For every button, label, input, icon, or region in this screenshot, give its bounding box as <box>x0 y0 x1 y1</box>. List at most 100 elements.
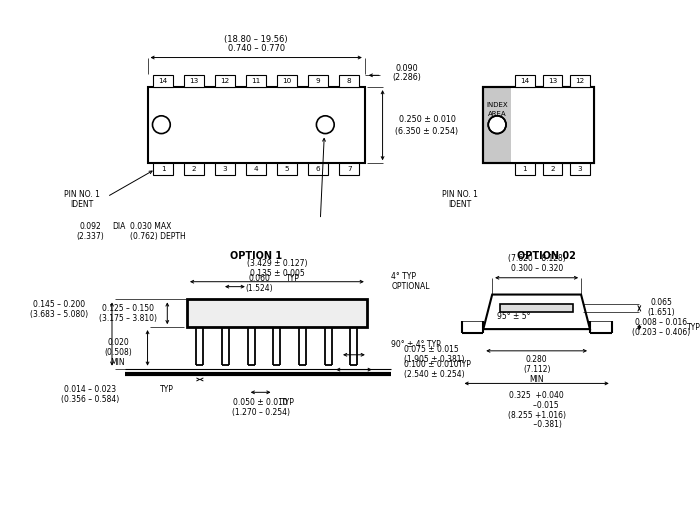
Text: 0.060: 0.060 <box>248 274 271 283</box>
Text: 2: 2 <box>550 166 554 172</box>
Text: (2.337): (2.337) <box>76 232 104 241</box>
Text: 4: 4 <box>254 166 258 172</box>
Bar <box>542 163 562 175</box>
Text: 0.125 – 0.150: 0.125 – 0.150 <box>102 304 154 313</box>
Text: TYP: TYP <box>286 274 300 283</box>
Text: 7: 7 <box>347 166 351 172</box>
Text: 0.135 ± 0.005: 0.135 ± 0.005 <box>249 269 304 278</box>
Text: TYP: TYP <box>687 323 700 331</box>
Text: 8: 8 <box>347 78 351 84</box>
Bar <box>309 163 328 175</box>
Text: PIN NO. 1: PIN NO. 1 <box>64 190 100 200</box>
Text: MIN: MIN <box>111 358 125 367</box>
Bar <box>148 87 365 163</box>
Bar <box>246 75 266 87</box>
Bar <box>277 163 297 175</box>
Text: (7.112): (7.112) <box>523 365 550 374</box>
Text: 95° ± 5°: 95° ± 5° <box>497 312 531 321</box>
Text: AREA: AREA <box>488 111 506 117</box>
Text: 12: 12 <box>220 78 230 84</box>
Text: 13: 13 <box>190 78 199 84</box>
Text: 5: 5 <box>285 166 290 172</box>
Text: 11: 11 <box>251 78 261 84</box>
Bar <box>500 305 573 312</box>
Text: (0.203 – 0.406): (0.203 – 0.406) <box>632 328 690 337</box>
Text: 0.250 ± 0.010: 0.250 ± 0.010 <box>398 115 456 124</box>
Text: 0.740 – 0.770: 0.740 – 0.770 <box>228 44 285 53</box>
Bar <box>216 163 235 175</box>
Text: (2.286): (2.286) <box>393 73 421 82</box>
Bar <box>216 75 235 87</box>
Text: (8.255 +1.016): (8.255 +1.016) <box>508 410 566 419</box>
Text: (1.651): (1.651) <box>648 308 675 317</box>
Text: OPTIONAL: OPTIONAL <box>391 282 430 291</box>
Text: TYP: TYP <box>458 360 472 369</box>
Text: 9: 9 <box>316 78 321 84</box>
Text: 0.100 ± 0.010: 0.100 ± 0.010 <box>405 360 459 369</box>
Bar <box>515 163 535 175</box>
Text: (1.524): (1.524) <box>246 284 274 293</box>
Text: 0.050 ± 0.010: 0.050 ± 0.010 <box>233 398 288 407</box>
Text: 12: 12 <box>575 78 584 84</box>
Text: –0.381): –0.381) <box>512 420 561 430</box>
Text: 90° ± 4° TYP: 90° ± 4° TYP <box>391 340 441 349</box>
Text: (3.429 ± 0.127): (3.429 ± 0.127) <box>246 260 307 268</box>
Bar <box>340 75 359 87</box>
Text: 14: 14 <box>158 78 168 84</box>
Bar <box>153 75 173 87</box>
Text: OPTION 1: OPTION 1 <box>230 251 282 261</box>
Text: (3.683 – 5.080): (3.683 – 5.080) <box>29 310 88 319</box>
Bar <box>153 163 173 175</box>
Text: 0.020: 0.020 <box>107 339 129 347</box>
Text: 13: 13 <box>548 78 557 84</box>
Text: 4° TYP: 4° TYP <box>391 272 416 281</box>
Text: IDENT: IDENT <box>71 200 94 209</box>
Text: 0.280: 0.280 <box>526 355 547 364</box>
Bar <box>184 163 204 175</box>
Text: (7.620 – 8.128): (7.620 – 8.128) <box>508 254 566 264</box>
Text: (18.80 – 19.56): (18.80 – 19.56) <box>225 35 288 44</box>
Text: 14: 14 <box>520 78 529 84</box>
Text: 0.092: 0.092 <box>79 222 101 231</box>
Text: 0.030 MAX: 0.030 MAX <box>130 222 171 231</box>
Text: (0.762) DEPTH: (0.762) DEPTH <box>130 232 186 241</box>
Text: (0.356 – 0.584): (0.356 – 0.584) <box>61 394 120 404</box>
Bar <box>511 87 594 163</box>
Bar <box>340 163 359 175</box>
Polygon shape <box>483 295 590 329</box>
Bar <box>542 75 562 87</box>
Text: 10: 10 <box>283 78 292 84</box>
Text: (3.175 – 3.810): (3.175 – 3.810) <box>99 314 157 323</box>
Text: 6: 6 <box>316 166 321 172</box>
Bar <box>483 87 594 163</box>
Text: 3: 3 <box>578 166 582 172</box>
Text: TYP: TYP <box>281 398 295 407</box>
Bar <box>570 75 590 87</box>
Text: 0.014 – 0.023: 0.014 – 0.023 <box>64 385 116 394</box>
Text: (6.350 ± 0.254): (6.350 ± 0.254) <box>395 127 458 135</box>
Bar <box>246 163 266 175</box>
Text: 1: 1 <box>522 166 527 172</box>
Text: 0.090: 0.090 <box>396 64 419 73</box>
Text: 0.300 – 0.320: 0.300 – 0.320 <box>510 264 563 273</box>
Bar <box>515 75 535 87</box>
Text: 0.008 – 0.016: 0.008 – 0.016 <box>635 317 687 327</box>
Bar <box>570 163 590 175</box>
Text: 1: 1 <box>161 166 165 172</box>
Bar <box>187 299 367 327</box>
Text: DIA: DIA <box>112 222 125 231</box>
Text: 3: 3 <box>223 166 228 172</box>
Text: 0.075 ± 0.015: 0.075 ± 0.015 <box>405 345 459 354</box>
Circle shape <box>488 116 506 133</box>
Bar <box>483 87 594 163</box>
Text: IDENT: IDENT <box>448 200 471 209</box>
Text: PIN NO. 1: PIN NO. 1 <box>442 190 477 200</box>
Text: (1.905 ± 0.381): (1.905 ± 0.381) <box>405 355 465 364</box>
Bar <box>277 75 297 87</box>
Bar <box>309 75 328 87</box>
Text: 0.325  +0.040: 0.325 +0.040 <box>510 391 564 400</box>
Text: TYP: TYP <box>160 385 174 394</box>
Text: 2: 2 <box>192 166 197 172</box>
Text: 0.145 – 0.200: 0.145 – 0.200 <box>33 300 85 309</box>
Text: (1.270 – 0.254): (1.270 – 0.254) <box>232 407 290 417</box>
